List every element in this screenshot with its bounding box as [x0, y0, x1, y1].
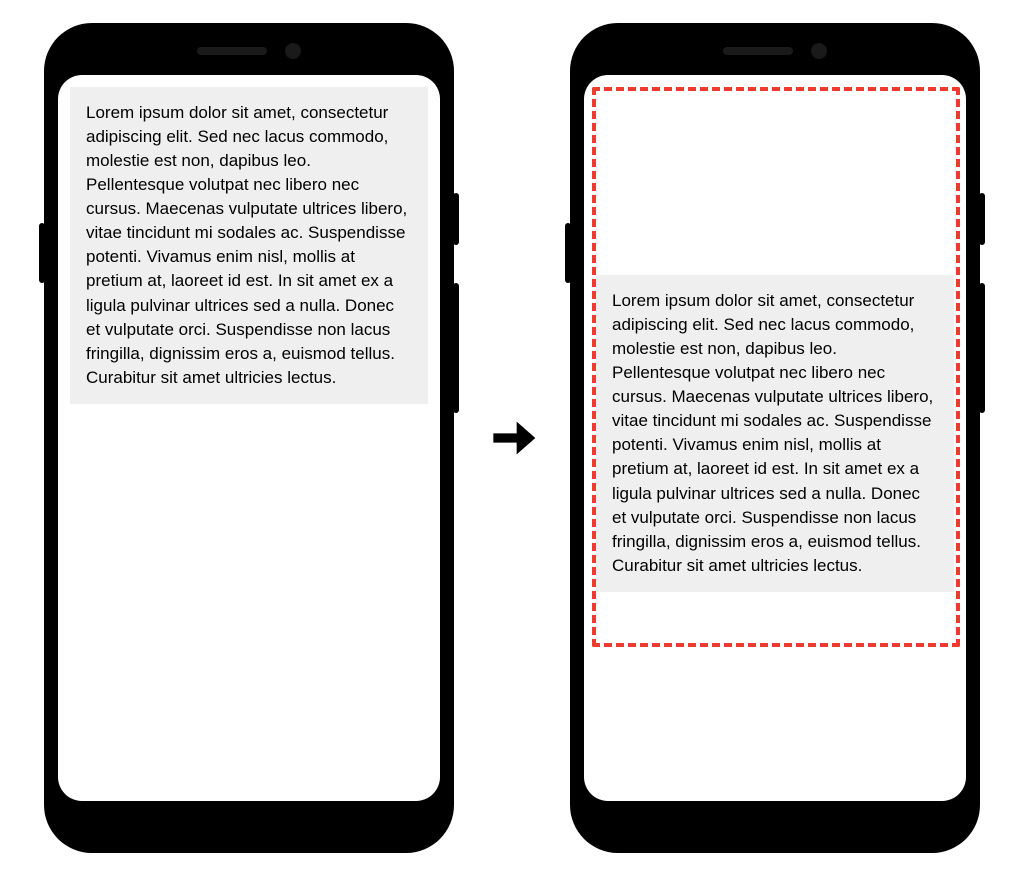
speaker-icon: [723, 47, 793, 55]
phone-side-button: [39, 223, 45, 283]
camera-icon: [811, 43, 827, 59]
phone-side-button: [979, 193, 985, 245]
phone-side-button: [453, 283, 459, 413]
body-text: Lorem ipsum dolor sit amet, consectetur …: [596, 275, 954, 593]
phone-after: Lorem ipsum dolor sit amet, consectetur …: [570, 23, 980, 853]
phone-side-button: [453, 193, 459, 245]
phone-screen: Lorem ipsum dolor sit amet, consectetur …: [584, 75, 966, 801]
phone-screen: Lorem ipsum dolor sit amet, consectetur …: [58, 75, 440, 801]
phone-notch: [723, 43, 827, 59]
phone-notch: [197, 43, 301, 59]
phone-side-button: [979, 283, 985, 413]
arrow-icon: [484, 410, 540, 466]
body-text: Lorem ipsum dolor sit amet, consectetur …: [70, 87, 428, 405]
camera-icon: [285, 43, 301, 59]
speaker-icon: [197, 47, 267, 55]
phone-side-button: [565, 223, 571, 283]
phone-before: Lorem ipsum dolor sit amet, consectetur …: [44, 23, 454, 853]
